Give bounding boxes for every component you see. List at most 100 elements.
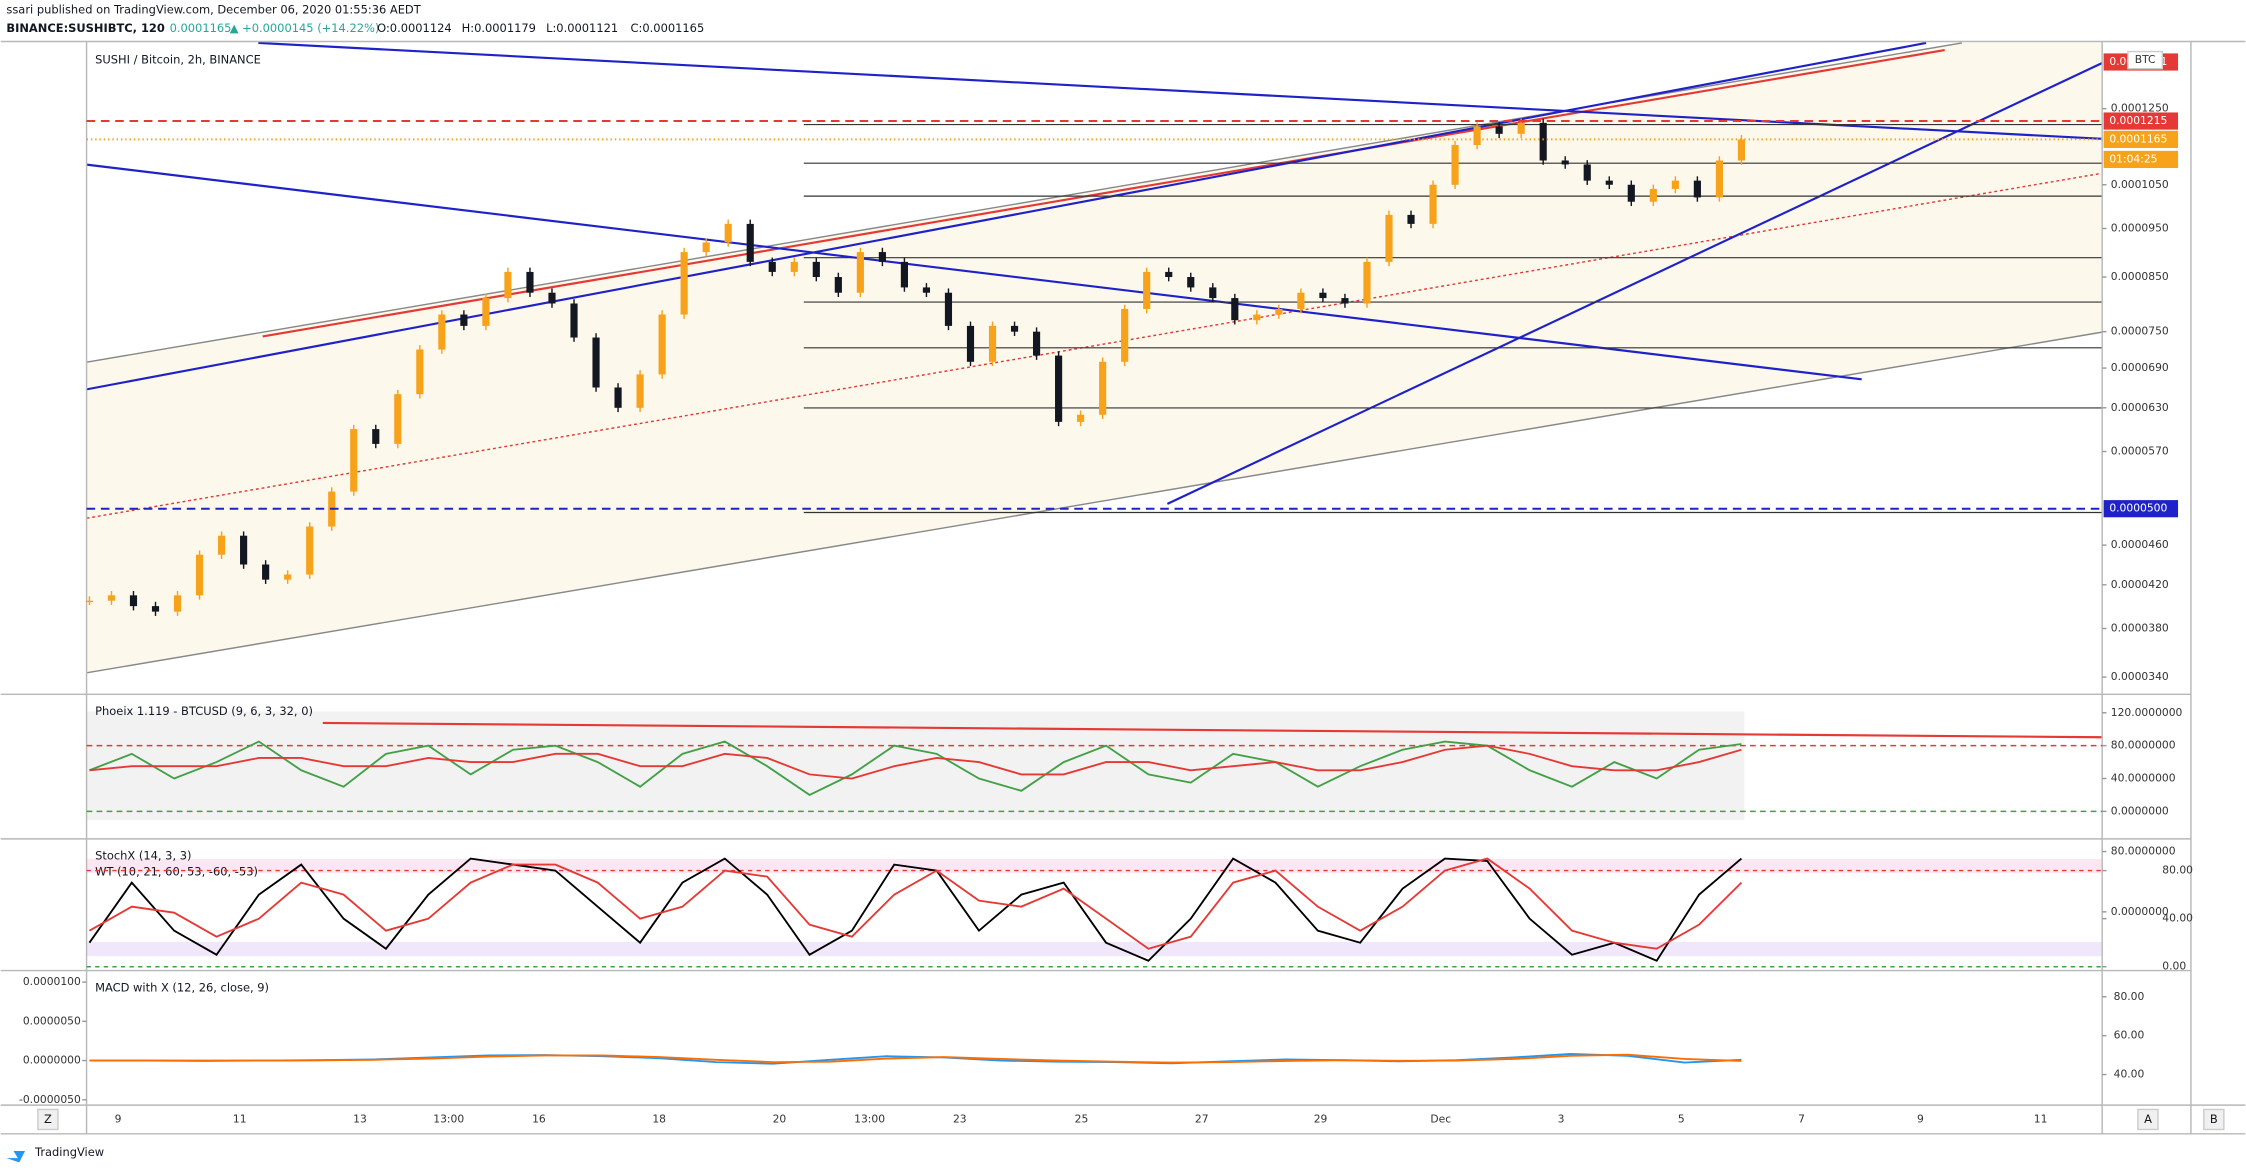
candle (812, 261, 820, 278)
candle (504, 271, 512, 299)
candle (746, 223, 754, 262)
price-badge-label: 0.0001165 (2109, 132, 2167, 145)
y-tick-label: 0.0001050 (2111, 178, 2169, 191)
candle (1715, 160, 1723, 198)
candle (240, 535, 248, 565)
y-tick-label: 0.0000950 (2111, 221, 2169, 234)
y-tick-label: 0.0000000 (2111, 905, 2169, 918)
low: L:0.0001121 (546, 21, 618, 35)
candle (856, 252, 864, 293)
candle (151, 606, 160, 612)
stoch-line (88, 857, 1743, 962)
trend-line (258, 41, 2103, 140)
x-tick-label: Dec (1430, 1112, 1451, 1125)
open: O:0.0001124 (377, 21, 452, 35)
candle (1473, 126, 1481, 146)
y-tick-label: 0.00 (2162, 960, 2186, 973)
candle (372, 429, 380, 444)
y-tick-label: 0.0000420 (2111, 578, 2169, 591)
candle (1627, 184, 1635, 202)
candle (1032, 331, 1041, 356)
x-tick-label: 16 (532, 1112, 546, 1125)
pane-title: MACD with X (12, 26, close, 9) (95, 980, 269, 994)
band (86, 941, 2103, 957)
x-tick-label: 29 (1314, 1112, 1328, 1125)
candle (1231, 298, 1239, 321)
candle (1209, 287, 1217, 299)
x-tick-label: 9 (1917, 1112, 1924, 1125)
y-tick-label: 0.0000340 (2111, 670, 2169, 683)
button[interactable] (2203, 1108, 2225, 1131)
candle (790, 261, 798, 272)
pane-title: Phoeix 1.119 - BTCUSD (9, 6, 3, 32, 0) (95, 704, 313, 718)
candle (218, 535, 226, 555)
price-badge-label: 0.0001215 (2109, 114, 2167, 127)
candle (680, 252, 688, 315)
candle (416, 349, 424, 395)
candle (1495, 126, 1503, 134)
x-tick-label: 5 (1678, 1112, 1685, 1125)
candle (1583, 164, 1591, 181)
candle (702, 242, 710, 253)
y-tick-label: 0.0000630 (2111, 401, 2169, 414)
candle (262, 564, 270, 580)
candle (1649, 188, 1657, 202)
button-label[interactable]: A (2144, 1112, 2152, 1126)
candle (1363, 261, 1371, 304)
candle (1451, 145, 1459, 185)
button-label[interactable]: B (2210, 1112, 2218, 1126)
candle (1737, 139, 1746, 161)
candle (1539, 122, 1547, 161)
y-tick-label: 80.00 (2162, 864, 2193, 877)
y-tick-label: 80.0000000 (2111, 845, 2176, 858)
y-tick-label: 80.00 (2114, 990, 2145, 1003)
candle (526, 271, 534, 293)
trend-line (262, 49, 1945, 338)
y-tick-label: -0.0000050 (19, 1093, 81, 1106)
x-tick-label: 11 (2034, 1112, 2048, 1125)
change: ▲ +0.0000145 (+14.22%) (230, 21, 380, 35)
button[interactable] (2137, 1108, 2159, 1131)
button-label[interactable]: Z (44, 1112, 52, 1126)
candle (107, 595, 116, 601)
candle (614, 387, 622, 408)
candle (1187, 277, 1195, 288)
candle (592, 337, 600, 388)
candle (1099, 361, 1107, 415)
currency: BTC (2135, 53, 2156, 66)
candle (195, 554, 204, 596)
publisher: ssari published on TradingView.com, Dece… (6, 3, 421, 17)
pane-title: SUSHI / Bitcoin, 2h, BINANCE (95, 53, 261, 67)
y-tick-label: 0.0000850 (2111, 270, 2169, 283)
candle (482, 298, 490, 326)
candle (1319, 292, 1327, 299)
x-tick-label: 25 (1075, 1112, 1089, 1125)
candle (570, 303, 578, 338)
candle (922, 287, 931, 293)
x-tick-label: 13:00 (854, 1112, 885, 1125)
separators (0, 40, 2246, 1135)
trend-line (86, 41, 1927, 391)
oscillator-line (89, 744, 1742, 780)
y-tick-label: 80.0000000 (2111, 739, 2176, 752)
channel-line (86, 331, 2103, 674)
trend-line (86, 163, 1862, 381)
y-tick-label: 0.0000460 (2111, 538, 2169, 551)
macd-line (89, 1053, 1742, 1064)
y-tick-label: 40.00 (2162, 912, 2193, 925)
y-tick-label: 120.0000000 (2111, 706, 2183, 719)
candle (658, 314, 666, 375)
x-tick-label: 27 (1195, 1112, 1209, 1125)
price-badge (2103, 130, 2179, 148)
candle (768, 261, 776, 272)
candle (1407, 214, 1415, 224)
trend-line (322, 721, 2103, 739)
candle (988, 325, 997, 362)
candle (724, 223, 732, 243)
candle (438, 314, 446, 350)
candle (1385, 214, 1393, 262)
x-tick-label: 23 (953, 1112, 967, 1125)
brand: TradingView (34, 1145, 104, 1159)
button[interactable] (37, 1108, 59, 1131)
